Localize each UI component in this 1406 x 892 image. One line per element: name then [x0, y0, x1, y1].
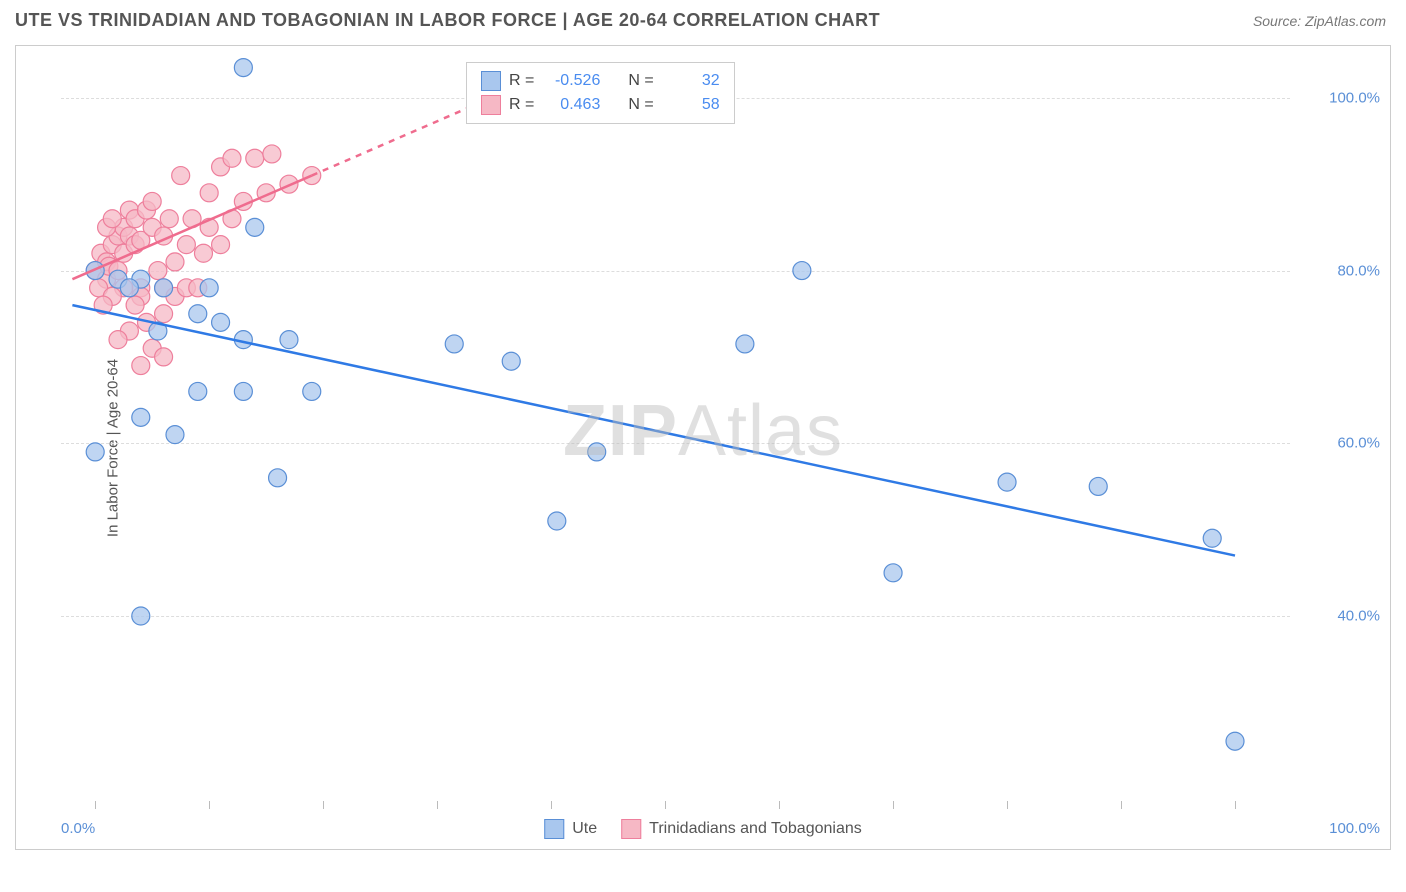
r-value: 0.463	[542, 96, 600, 114]
n-value: 58	[662, 96, 720, 114]
data-point	[1089, 477, 1107, 495]
data-point	[194, 244, 212, 262]
stats-legend-box: R = -0.526 N = 32 R = 0.463 N = 58	[466, 62, 735, 124]
data-point	[200, 184, 218, 202]
data-point	[246, 149, 264, 167]
data-point	[143, 192, 161, 210]
legend-label: Trinidadians and Tobagonians	[649, 820, 862, 838]
n-label: N =	[628, 96, 653, 114]
y-tick-label: 100.0%	[1329, 89, 1380, 106]
data-point	[246, 218, 264, 236]
data-point	[155, 305, 173, 323]
data-point	[132, 357, 150, 375]
data-point	[588, 443, 606, 461]
data-point	[160, 210, 178, 228]
data-point	[445, 335, 463, 353]
data-point	[155, 279, 173, 297]
trend-line	[72, 305, 1235, 555]
swatch-icon	[481, 95, 501, 115]
data-point	[793, 262, 811, 280]
data-point	[166, 426, 184, 444]
r-label: R =	[509, 72, 534, 90]
data-point	[548, 512, 566, 530]
data-point	[736, 335, 754, 353]
swatch-icon	[544, 819, 564, 839]
data-point	[166, 253, 184, 271]
data-point	[884, 564, 902, 582]
data-point	[502, 352, 520, 370]
x-axis-min-label: 0.0%	[61, 820, 95, 837]
data-point	[172, 167, 190, 185]
data-point	[126, 296, 144, 314]
data-point	[132, 408, 150, 426]
legend-item-series1: Ute	[544, 819, 597, 839]
chart-container: In Labor Force | Age 20-64 40.0%60.0%80.…	[15, 45, 1391, 850]
n-value: 32	[662, 72, 720, 90]
source-label: Source: ZipAtlas.com	[1253, 13, 1386, 29]
scatter-plot	[61, 46, 1292, 806]
data-point	[280, 331, 298, 349]
y-tick-label: 40.0%	[1337, 608, 1380, 625]
data-point	[132, 607, 150, 625]
n-label: N =	[628, 72, 653, 90]
data-point	[303, 382, 321, 400]
r-label: R =	[509, 96, 534, 114]
data-point	[1226, 732, 1244, 750]
y-tick-label: 60.0%	[1337, 435, 1380, 452]
swatch-icon	[481, 71, 501, 91]
data-point	[200, 279, 218, 297]
data-point	[269, 469, 287, 487]
data-point	[223, 149, 241, 167]
data-point	[234, 59, 252, 77]
swatch-icon	[621, 819, 641, 839]
data-point	[998, 473, 1016, 491]
data-point	[234, 382, 252, 400]
data-point	[109, 331, 127, 349]
data-point	[177, 236, 195, 254]
data-point	[189, 382, 207, 400]
stats-row-series1: R = -0.526 N = 32	[481, 69, 720, 93]
data-point	[1203, 529, 1221, 547]
data-point	[189, 305, 207, 323]
data-point	[155, 348, 173, 366]
data-point	[212, 236, 230, 254]
chart-title: UTE VS TRINIDADIAN AND TOBAGONIAN IN LAB…	[15, 10, 880, 31]
r-value: -0.526	[542, 72, 600, 90]
data-point	[103, 210, 121, 228]
data-point	[149, 262, 167, 280]
stats-row-series2: R = 0.463 N = 58	[481, 93, 720, 117]
x-axis-max-label: 100.0%	[1329, 820, 1380, 837]
y-tick-label: 80.0%	[1337, 262, 1380, 279]
legend-label: Ute	[572, 820, 597, 838]
data-point	[120, 279, 138, 297]
bottom-legend: Ute Trinidadians and Tobagonians	[544, 819, 862, 839]
legend-item-series2: Trinidadians and Tobagonians	[621, 819, 862, 839]
data-point	[86, 443, 104, 461]
data-point	[212, 313, 230, 331]
data-point	[263, 145, 281, 163]
